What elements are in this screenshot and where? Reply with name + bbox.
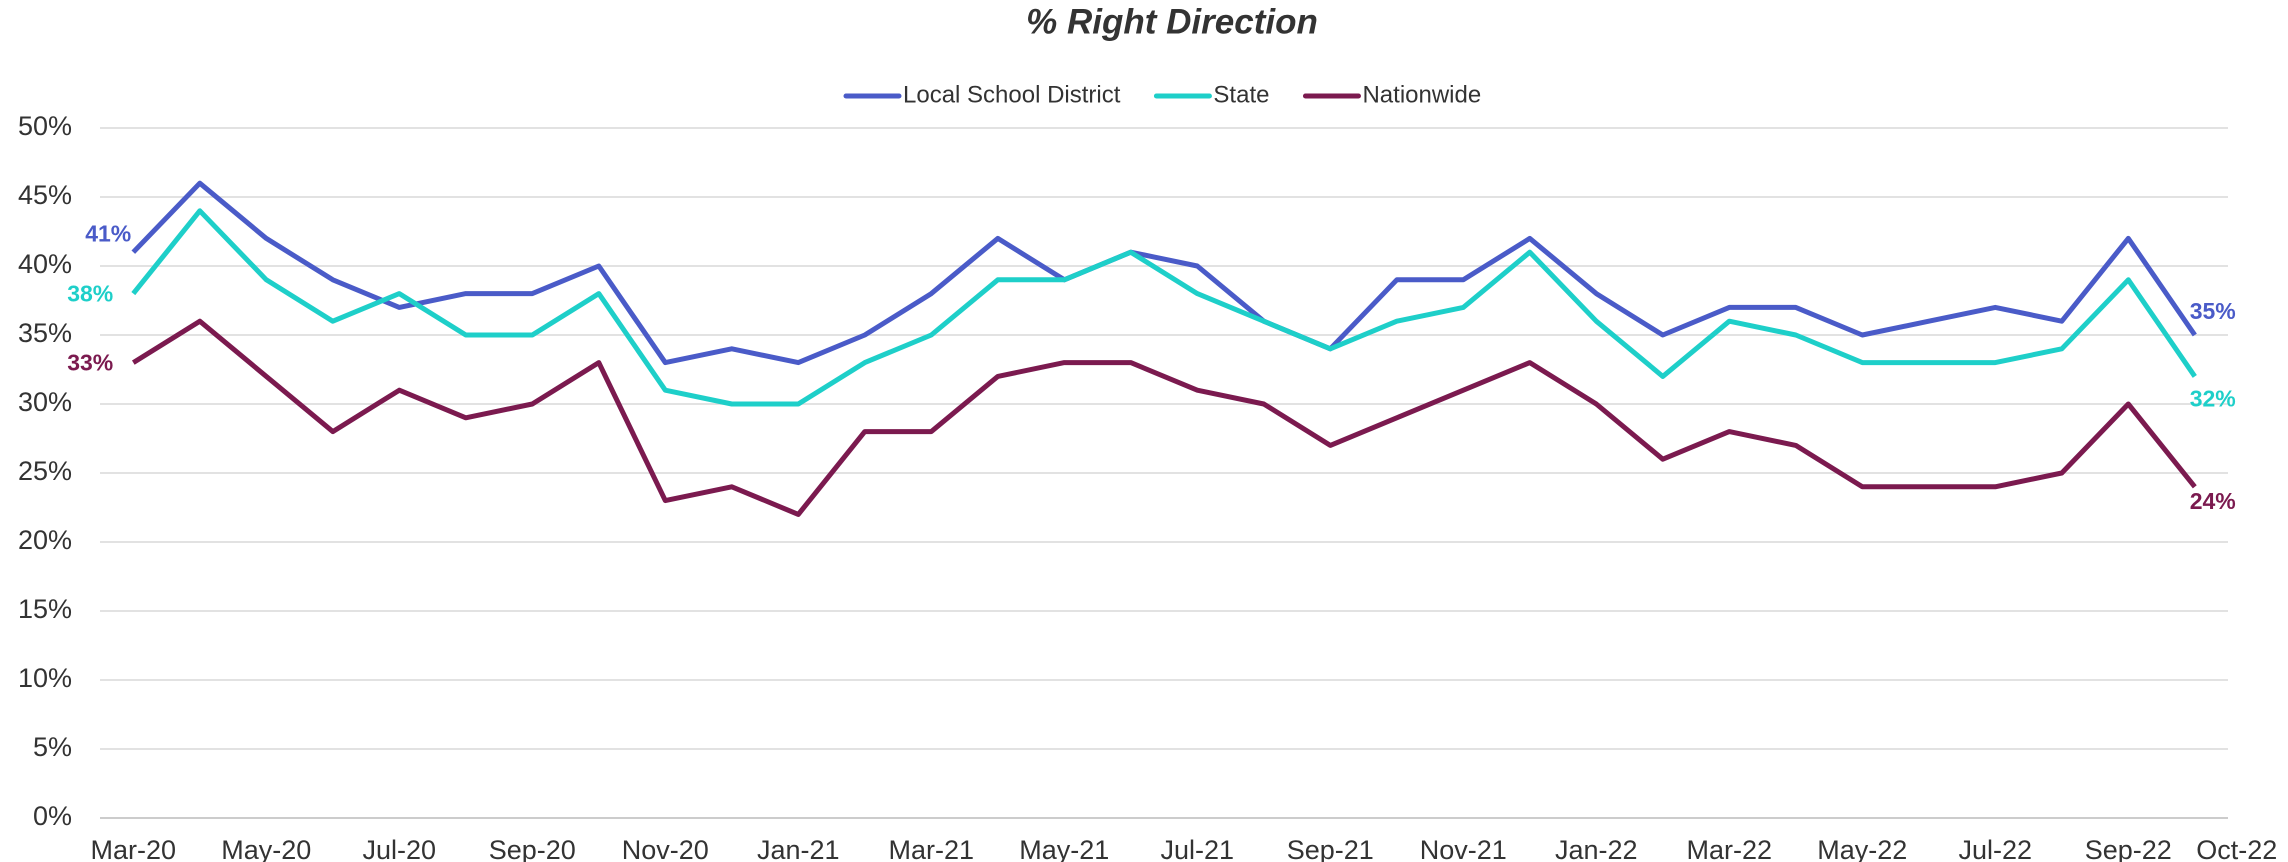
x-tick-label: Jul-22 (1958, 835, 2032, 862)
x-tick-label: Jan-21 (757, 835, 840, 862)
y-tick-label: 50% (18, 111, 72, 141)
x-tick-label: May-21 (1019, 835, 1109, 862)
series-line (131, 180, 2197, 366)
series-line (131, 318, 2197, 517)
y-tick-label: 40% (18, 249, 72, 279)
x-tick-label: Jul-20 (362, 835, 436, 862)
x-tick-label: Nov-20 (622, 835, 709, 862)
data-label: 33% (67, 350, 113, 376)
series-line (131, 208, 2197, 407)
x-tick-label: Sep-20 (489, 835, 576, 862)
y-tick-label: 25% (18, 456, 72, 486)
y-tick-label: 5% (33, 732, 72, 762)
x-tick-label: May-20 (221, 835, 311, 862)
x-tick-label: Sep-21 (1287, 835, 1374, 862)
y-tick-label: 30% (18, 387, 72, 417)
legend-label: Nationwide (1362, 81, 1481, 108)
data-label: 38% (67, 281, 113, 307)
x-tick-label: Jul-21 (1160, 835, 1234, 862)
y-tick-label: 0% (33, 801, 72, 831)
x-tick-label: Mar-22 (1686, 835, 1772, 862)
data-label: 41% (85, 220, 131, 246)
data-label: 24% (2190, 488, 2236, 514)
data-label: 32% (2190, 385, 2236, 411)
legend-label: Local School District (903, 81, 1121, 108)
y-tick-label: 45% (18, 180, 72, 210)
data-label: 35% (2190, 298, 2236, 324)
y-tick-label: 20% (18, 525, 72, 555)
y-tick-label: 10% (18, 663, 72, 693)
x-tick-label: Sep-22 (2085, 835, 2172, 862)
x-tick-label: Mar-20 (90, 835, 176, 862)
chart-title: % Right Direction (1026, 2, 1318, 41)
x-tick-label: Oct-22 (2196, 835, 2277, 862)
x-tick-label: Mar-21 (888, 835, 974, 862)
legend-label: State (1213, 81, 1269, 108)
y-tick-label: 15% (18, 594, 72, 624)
x-tick-label: Jan-22 (1555, 835, 1638, 862)
x-tick-label: Nov-21 (1420, 835, 1507, 862)
x-tick-label: May-22 (1817, 835, 1907, 862)
y-tick-label: 35% (18, 318, 72, 348)
